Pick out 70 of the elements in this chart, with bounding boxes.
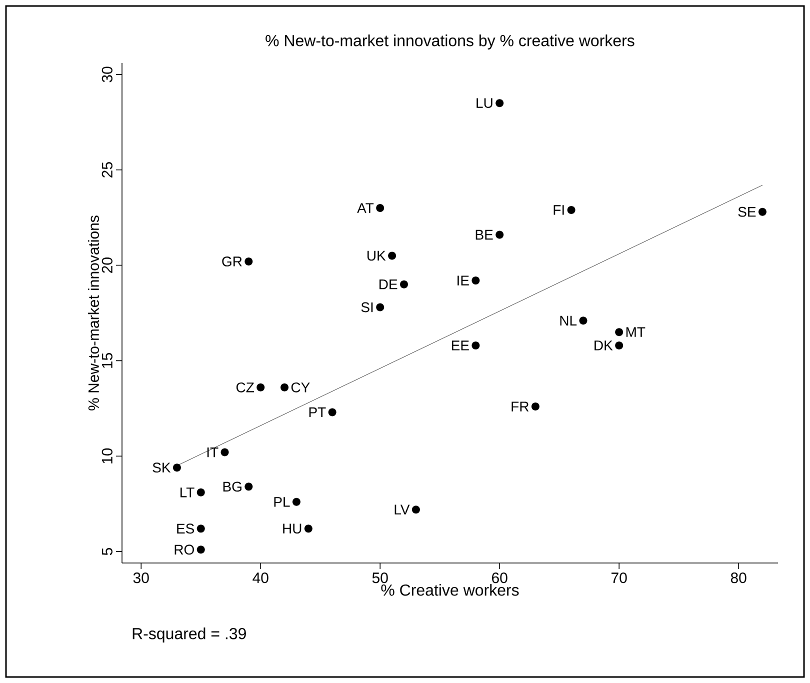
x-tick-label: 70: [612, 572, 627, 584]
y-tick-label: 30: [102, 66, 112, 82]
y-tick-label: 10: [102, 448, 112, 464]
annotation: MT: [626, 327, 646, 337]
point: [244, 482, 253, 491]
annotation: LU: [476, 98, 492, 108]
annotation: PL: [274, 497, 290, 507]
annotation: ES: [177, 524, 194, 534]
annotation: CZ: [236, 382, 254, 392]
point: [567, 206, 576, 214]
annotation: SI: [361, 302, 373, 312]
chart-title: % New-to-market innovations by % creative workers: [266, 34, 634, 50]
point: [496, 230, 504, 239]
point: [328, 408, 336, 416]
annotation: GR: [222, 256, 242, 266]
y-tick-label: 15: [102, 352, 112, 368]
point: [579, 316, 588, 325]
point: [388, 252, 396, 260]
x-tick-label: 30: [133, 572, 149, 584]
annotation: BE: [476, 230, 493, 240]
point: [292, 498, 300, 506]
point: [531, 402, 540, 411]
annotation: UK: [367, 250, 386, 261]
annotation: HU: [283, 524, 302, 534]
x-tick-label: 60: [492, 572, 508, 584]
x-tick-label: 40: [252, 572, 268, 584]
point: [376, 204, 384, 212]
annotation: EE: [452, 340, 469, 350]
annotation: SK: [152, 462, 171, 473]
annotation: DK: [594, 340, 613, 350]
point: [758, 208, 766, 216]
point: [615, 328, 624, 336]
annotation: SE: [738, 206, 756, 217]
point: [196, 488, 205, 496]
point: [220, 448, 229, 456]
annotation: LT: [180, 488, 194, 498]
annotation: LV: [394, 504, 410, 514]
text: R-squared = .39: [132, 628, 246, 642]
point: [412, 506, 420, 514]
annotation: IE: [458, 276, 469, 286]
point: [256, 383, 265, 392]
annotation: AT: [357, 203, 374, 213]
annotation: RO: [174, 544, 194, 555]
x-axis-title: % Creative workers: [381, 584, 519, 596]
annotation: FI: [554, 205, 564, 215]
annotation: PT: [309, 407, 326, 418]
annotation: DE: [380, 280, 398, 290]
point: [304, 524, 312, 533]
point: [196, 546, 205, 554]
annotation: IT: [207, 447, 218, 458]
point: [172, 464, 181, 472]
annotation: BG: [223, 482, 242, 492]
point: [472, 276, 480, 285]
y-tick-label: 25: [102, 162, 112, 178]
y-tick-label: 5: [102, 548, 112, 556]
point: [196, 524, 205, 533]
y-tick-label: 20: [102, 258, 112, 273]
annotation: NL: [560, 316, 577, 326]
point: [244, 257, 253, 266]
x-tick-label: 50: [372, 572, 388, 584]
point: [615, 341, 624, 350]
point: [496, 99, 504, 108]
annotation: FR: [512, 402, 529, 412]
x-tick-label: 80: [730, 572, 746, 584]
point: [400, 280, 408, 288]
y-axis-title: % New-to-market innovations: [88, 216, 99, 410]
point: [280, 383, 289, 392]
annotation: CY: [291, 382, 310, 392]
point: [472, 341, 480, 350]
point: [376, 303, 384, 312]
